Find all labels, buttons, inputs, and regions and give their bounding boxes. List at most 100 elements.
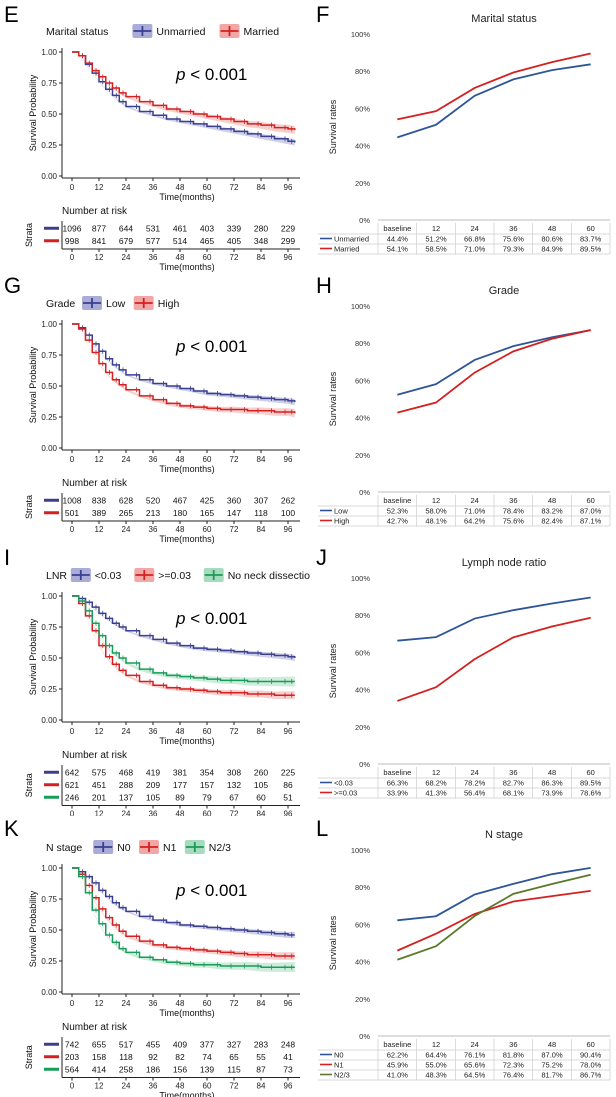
risk-x-tick-label: 12 [95, 525, 104, 534]
y-tick-label: 0.75 [41, 79, 57, 88]
x-tick-label: 84 [257, 183, 266, 192]
data-label: 51.2% [425, 235, 447, 244]
risk-count: 1008 [63, 495, 82, 505]
category-label: 60 [586, 224, 594, 233]
risk-count: 501 [65, 508, 79, 518]
risk-x-tick-label: 84 [257, 1082, 266, 1091]
data-label: 72.3% [503, 1061, 525, 1070]
category-label: 12 [432, 768, 440, 777]
data-label: 89.5% [580, 779, 602, 788]
y-tick-label: 100% [351, 846, 371, 855]
x-tick-label: 96 [284, 727, 293, 736]
data-label: 48.3% [425, 1071, 447, 1080]
risk-count: 742 [65, 1039, 79, 1049]
y-tick-label: 80% [355, 611, 370, 620]
category-label: 48 [548, 1040, 556, 1049]
y-tick-label: 60% [355, 104, 370, 113]
data-label: 82.4% [541, 517, 563, 526]
risk-x-tick-label: 72 [230, 253, 239, 262]
risk-count: 92 [148, 1052, 158, 1062]
risk-count: 679 [119, 236, 133, 246]
risk-count: 105 [254, 780, 268, 790]
risk-count: 115 [227, 1064, 241, 1074]
data-label: 54.1% [387, 245, 409, 254]
risk-x-tick-label: 24 [122, 525, 131, 534]
data-label: 82.7% [503, 779, 525, 788]
y-tick-label: 60% [355, 920, 370, 929]
survival-curve [72, 323, 296, 403]
risk-count: 414 [92, 1064, 106, 1074]
y-tick-label: 1.00 [41, 864, 57, 873]
series-line [397, 63, 591, 139]
risk-x-tick-label: 0 [70, 1082, 75, 1091]
risk-count: 307 [254, 495, 268, 505]
y-axis-title: Survival rates [328, 643, 338, 698]
risk-count: 339 [227, 223, 241, 233]
category-label: 12 [432, 224, 440, 233]
table-series-name: N2/3 [334, 1071, 350, 1080]
risk-count: 74 [202, 1052, 212, 1062]
risk-count: 655 [92, 1039, 106, 1049]
data-label: 78.6% [580, 789, 602, 798]
risk-x-tick-label: 96 [284, 525, 293, 534]
data-label: 68.2% [425, 779, 447, 788]
risk-table-title: Number at risk [62, 750, 128, 761]
x-tick-label: 60 [203, 183, 212, 192]
data-label: 87.1% [580, 517, 602, 526]
data-label: 45.9% [387, 1061, 409, 1070]
risk-table-title: Number at risk [62, 206, 128, 217]
risk-x-tick-label: 0 [70, 810, 75, 817]
x-tick-label: 36 [149, 999, 158, 1008]
category-label: baseline [383, 1040, 411, 1049]
km-chart-nstage: N stage N0 N1 N2/3 0.00 0.25 0.50 0.75 1.00 0 12 24… [24, 840, 300, 1097]
data-label: 33.9% [387, 789, 409, 798]
risk-count: 642 [65, 767, 79, 777]
y-tick-label: 40% [355, 686, 370, 695]
table-series-name: High [334, 517, 349, 526]
data-label: 68.1% [503, 789, 525, 798]
legend-title: N stage [46, 842, 82, 854]
x-tick-label: 48 [176, 727, 185, 736]
chart-title: Marital status [471, 13, 537, 25]
x-tick-label: 36 [149, 183, 158, 192]
y-axis-title: Survival Probability [28, 618, 38, 695]
x-tick-label: 60 [203, 999, 212, 1008]
panel-letter-F: F [316, 2, 330, 27]
risk-x-tick-label: 72 [230, 1082, 239, 1091]
y-tick-label: 0.50 [41, 382, 57, 391]
data-label: 87.0% [541, 1051, 563, 1060]
panel-letter-I: I [4, 545, 11, 570]
risk-count: 644 [119, 223, 133, 233]
risk-count: 177 [173, 780, 187, 790]
p-value-label: p < 0.001 [175, 609, 247, 628]
x-tick-label: 24 [122, 727, 131, 736]
data-label: 90.4% [580, 1051, 602, 1060]
legend-entry: >=0.03 [158, 570, 191, 582]
data-label: 81.8% [503, 1051, 525, 1060]
legend-entry: Low [106, 298, 126, 310]
risk-x-tick-label: 84 [257, 253, 266, 262]
y-tick-label: 80% [355, 339, 370, 348]
x-tick-label: 72 [230, 727, 239, 736]
risk-x-axis-title: Time(months) [159, 1091, 214, 1097]
y-tick-label: 1.00 [41, 592, 57, 601]
y-tick-label: 0.25 [41, 413, 57, 422]
risk-count: 299 [281, 236, 295, 246]
x-tick-label: 72 [230, 999, 239, 1008]
data-label: 55.0% [425, 1061, 447, 1070]
data-label: 78.4% [503, 507, 525, 516]
risk-x-tick-label: 48 [176, 525, 185, 534]
risk-x-axis-title: Time(months) [159, 262, 214, 272]
chart-title: Grade [489, 285, 520, 297]
y-tick-label: 40% [355, 958, 370, 967]
survival-curve [72, 867, 295, 936]
category-label: 24 [470, 224, 478, 233]
risk-count: 461 [173, 223, 187, 233]
y-tick-label: 80% [355, 67, 370, 76]
data-label: 71.0% [464, 507, 486, 516]
risk-count: 147 [227, 508, 241, 518]
risk-count: 517 [119, 1039, 133, 1049]
x-tick-label: 0 [70, 727, 75, 736]
y-axis-title: Survival Probability [28, 346, 38, 423]
p-value-label: p < 0.001 [175, 65, 247, 84]
